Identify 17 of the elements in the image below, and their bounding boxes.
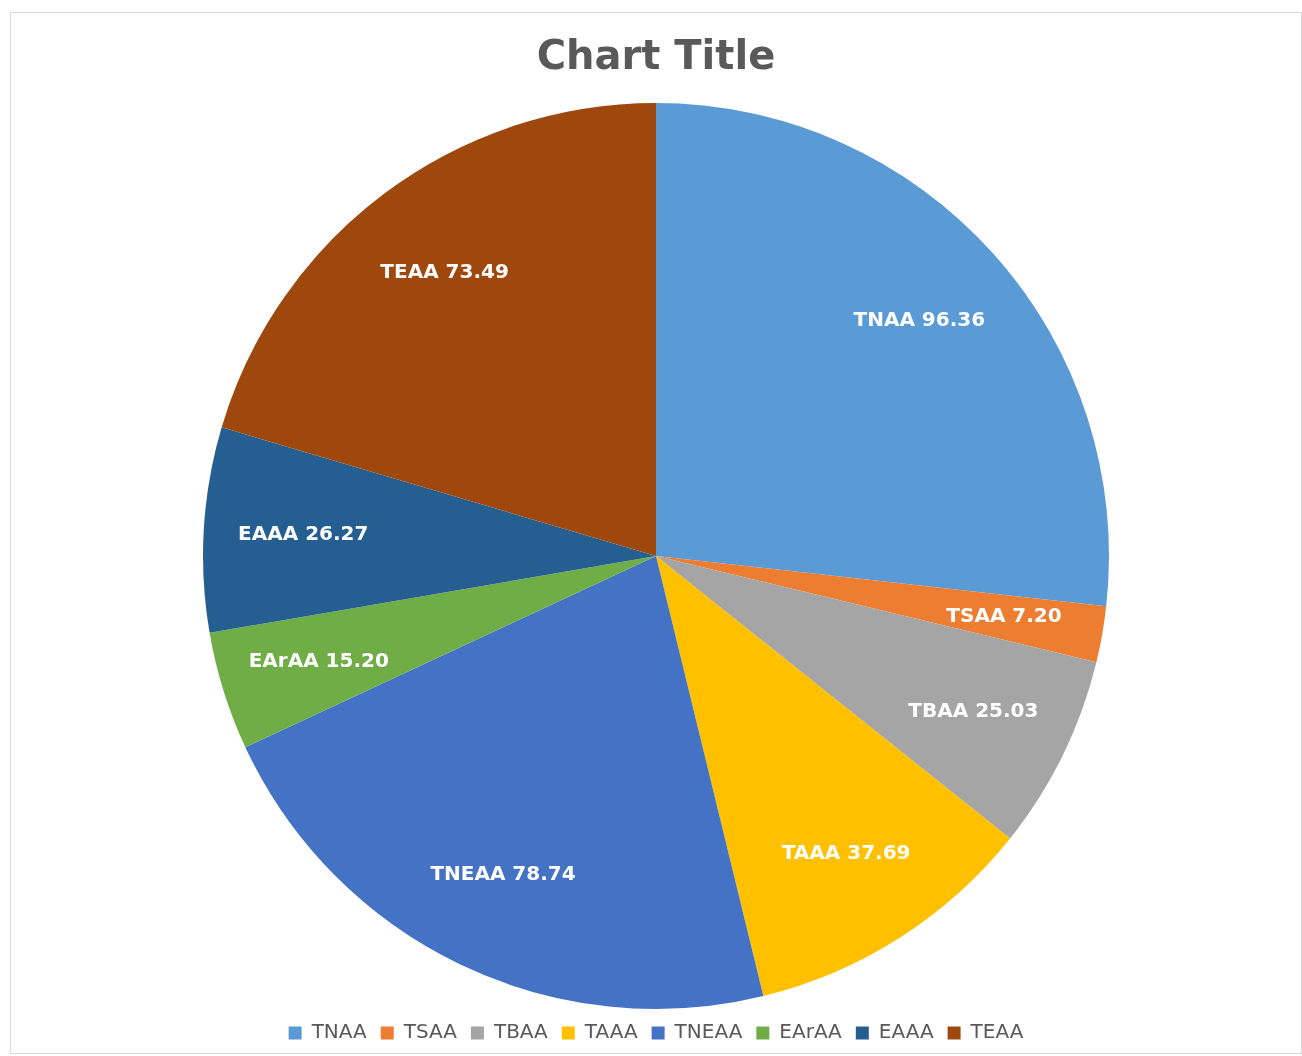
category-label: TAAA 37.69: [781, 840, 911, 865]
legend-label: TBAA: [492, 1019, 549, 1044]
category-label: TNEAA 78.74: [430, 860, 576, 885]
legend-label: TNEAA: [673, 1019, 743, 1044]
category-label: TBAA 25.03: [908, 697, 1039, 722]
legend-label: TNAA: [310, 1019, 368, 1044]
category-label: TNAA 96.36: [853, 306, 986, 331]
legend-label: TSAA: [402, 1019, 458, 1044]
category-label: TEAA 73.49: [380, 259, 509, 284]
legend-label: TEAA: [969, 1019, 1024, 1044]
category-label: EArAA 15.20: [248, 647, 389, 672]
legend-label: EArAA: [779, 1019, 843, 1044]
category-label: EAAA 26.27: [238, 521, 369, 546]
category-label: TSAA 7.20: [946, 603, 1062, 628]
legend-label: EAAA: [878, 1019, 934, 1044]
legend-label: TAAA: [583, 1019, 638, 1044]
chart-title: Chart Title: [536, 32, 776, 79]
